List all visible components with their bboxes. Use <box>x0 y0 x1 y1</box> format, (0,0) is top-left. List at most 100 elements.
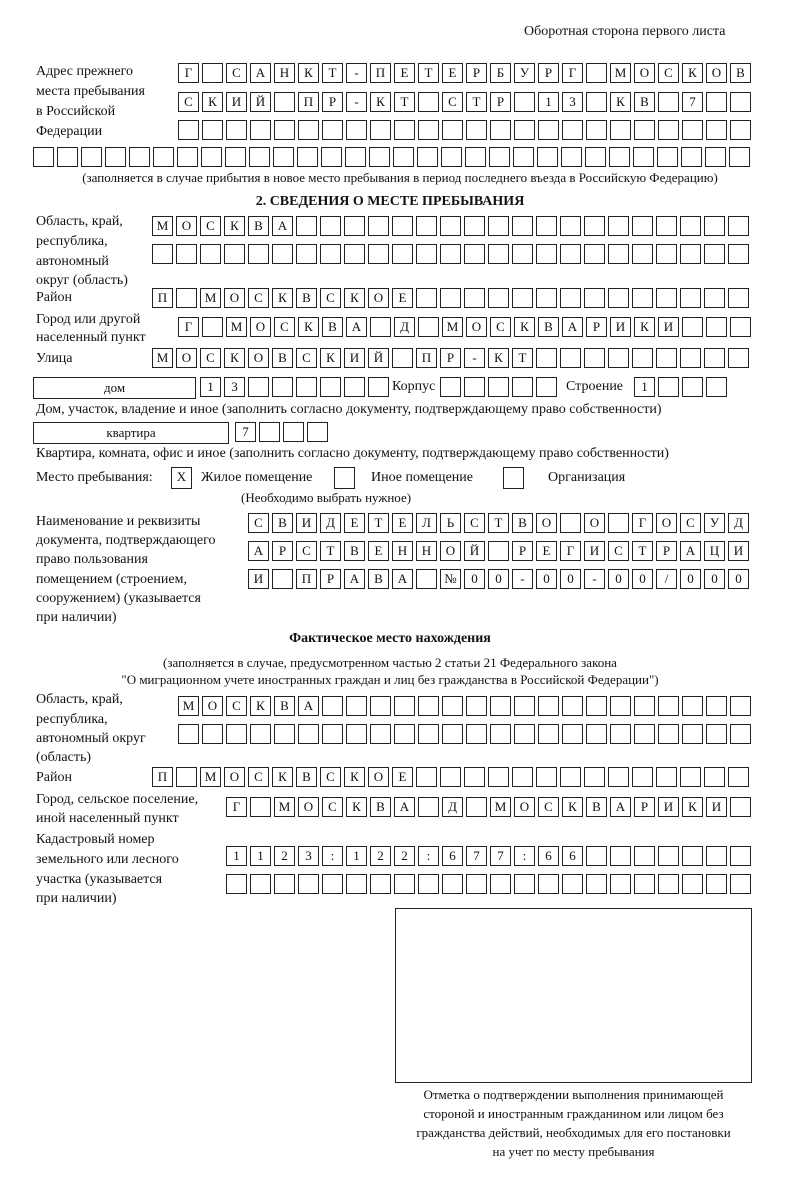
char-cell[interactable] <box>704 216 725 236</box>
char-cell[interactable] <box>464 767 485 787</box>
char-cell[interactable]: М <box>200 288 221 308</box>
char-cell[interactable]: 0 <box>704 569 725 589</box>
char-cell[interactable] <box>440 767 461 787</box>
char-cell[interactable] <box>322 696 343 716</box>
char-cell[interactable]: И <box>226 92 247 112</box>
char-cell[interactable]: И <box>706 797 727 817</box>
char-cell[interactable]: Р <box>272 541 293 561</box>
char-cell[interactable]: К <box>346 797 367 817</box>
char-cell[interactable] <box>320 216 341 236</box>
char-cell[interactable] <box>656 767 677 787</box>
char-cell[interactable]: Т <box>632 541 653 561</box>
char-cell[interactable] <box>202 724 223 744</box>
char-cell[interactable] <box>608 216 629 236</box>
char-cell[interactable]: К <box>298 317 319 337</box>
char-cell[interactable]: О <box>248 348 269 368</box>
char-cell[interactable]: С <box>248 767 269 787</box>
char-cell[interactable] <box>560 513 581 533</box>
char-cell[interactable] <box>512 244 533 264</box>
char-cell[interactable] <box>248 377 269 397</box>
char-cell[interactable] <box>536 288 557 308</box>
char-cell[interactable]: Е <box>394 63 415 83</box>
char-cell[interactable] <box>706 92 727 112</box>
char-cell[interactable] <box>320 377 341 397</box>
char-cell[interactable] <box>706 846 727 866</box>
char-cell[interactable]: В <box>344 541 365 561</box>
char-cell[interactable] <box>608 767 629 787</box>
char-cell[interactable] <box>370 317 391 337</box>
char-cell[interactable] <box>466 120 487 140</box>
char-cell[interactable]: С <box>464 513 485 533</box>
char-cell[interactable] <box>370 120 391 140</box>
char-cell[interactable] <box>322 874 343 894</box>
char-cell[interactable]: 1 <box>200 377 221 397</box>
char-cell[interactable] <box>658 846 679 866</box>
char-cell[interactable] <box>416 244 437 264</box>
char-cell[interactable]: В <box>274 696 295 716</box>
char-cell[interactable] <box>609 147 630 167</box>
char-cell[interactable]: И <box>658 797 679 817</box>
char-cell[interactable] <box>466 724 487 744</box>
char-cell[interactable] <box>490 120 511 140</box>
char-cell[interactable] <box>488 288 509 308</box>
char-cell[interactable]: С <box>608 541 629 561</box>
char-cell[interactable] <box>442 696 463 716</box>
char-cell[interactable] <box>632 288 653 308</box>
char-cell[interactable]: М <box>200 767 221 787</box>
char-cell[interactable] <box>632 767 653 787</box>
char-cell[interactable] <box>490 874 511 894</box>
apartment-type-field[interactable]: квартира <box>33 422 229 444</box>
char-cell[interactable]: 1 <box>226 846 247 866</box>
char-cell[interactable]: К <box>634 317 655 337</box>
char-cell[interactable]: К <box>250 696 271 716</box>
char-cell[interactable]: 0 <box>488 569 509 589</box>
char-cell[interactable] <box>274 120 295 140</box>
char-cell[interactable] <box>634 846 655 866</box>
char-cell[interactable] <box>584 216 605 236</box>
char-cell[interactable]: 0 <box>536 569 557 589</box>
char-cell[interactable]: П <box>370 63 391 83</box>
char-cell[interactable]: № <box>440 569 461 589</box>
char-cell[interactable]: О <box>440 541 461 561</box>
char-cell[interactable] <box>440 244 461 264</box>
char-cell[interactable]: Т <box>320 541 341 561</box>
char-cell[interactable] <box>202 317 223 337</box>
char-cell[interactable] <box>224 244 245 264</box>
checkbox-other-premises[interactable] <box>334 467 355 489</box>
char-cell[interactable] <box>274 724 295 744</box>
char-cell[interactable] <box>105 147 126 167</box>
char-cell[interactable]: К <box>344 288 365 308</box>
char-cell[interactable] <box>392 244 413 264</box>
char-cell[interactable] <box>346 120 367 140</box>
char-cell[interactable] <box>730 874 751 894</box>
char-cell[interactable] <box>368 377 389 397</box>
char-cell[interactable] <box>297 147 318 167</box>
char-cell[interactable]: Н <box>392 541 413 561</box>
char-cell[interactable] <box>368 244 389 264</box>
char-cell[interactable]: И <box>344 348 365 368</box>
char-cell[interactable] <box>634 724 655 744</box>
char-cell[interactable] <box>307 422 328 442</box>
char-cell[interactable] <box>682 377 703 397</box>
char-cell[interactable]: 7 <box>682 92 703 112</box>
char-cell[interactable]: С <box>320 767 341 787</box>
char-cell[interactable]: О <box>706 63 727 83</box>
char-cell[interactable] <box>274 874 295 894</box>
char-cell[interactable] <box>682 696 703 716</box>
char-cell[interactable]: М <box>442 317 463 337</box>
char-cell[interactable] <box>259 422 280 442</box>
char-cell[interactable]: 0 <box>728 569 749 589</box>
char-cell[interactable] <box>441 147 462 167</box>
char-cell[interactable] <box>465 147 486 167</box>
char-cell[interactable]: С <box>490 317 511 337</box>
char-cell[interactable]: / <box>656 569 677 589</box>
char-cell[interactable] <box>729 147 750 167</box>
char-cell[interactable]: В <box>272 348 293 368</box>
char-cell[interactable]: О <box>634 63 655 83</box>
char-cell[interactable] <box>538 120 559 140</box>
char-cell[interactable]: Д <box>320 513 341 533</box>
char-cell[interactable] <box>656 348 677 368</box>
char-cell[interactable]: К <box>272 767 293 787</box>
char-cell[interactable]: К <box>202 92 223 112</box>
char-cell[interactable] <box>466 696 487 716</box>
